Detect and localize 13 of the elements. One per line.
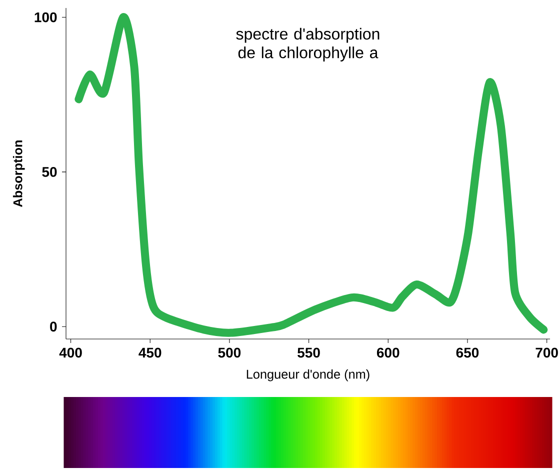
text: spectre d'absorption de la chlorophylle a — [236, 28, 380, 62]
y-tick-label: 50 — [42, 166, 57, 177]
x-axis-title: Longueur d'onde (nm) — [246, 369, 370, 382]
y-axis-title: Absorption — [12, 140, 25, 207]
y-tick-label: 100 — [34, 12, 57, 22]
x-tick-label: 650 — [456, 348, 479, 358]
x-tick-label: 700 — [536, 348, 558, 358]
x-tick-label: 500 — [218, 348, 241, 358]
x-tick-label: 600 — [376, 348, 400, 358]
x-tick-label: 450 — [138, 348, 162, 358]
x-tick-label: 550 — [298, 348, 320, 358]
y-tick-label: 0 — [50, 322, 57, 332]
x-tick-label: 400 — [59, 348, 82, 358]
